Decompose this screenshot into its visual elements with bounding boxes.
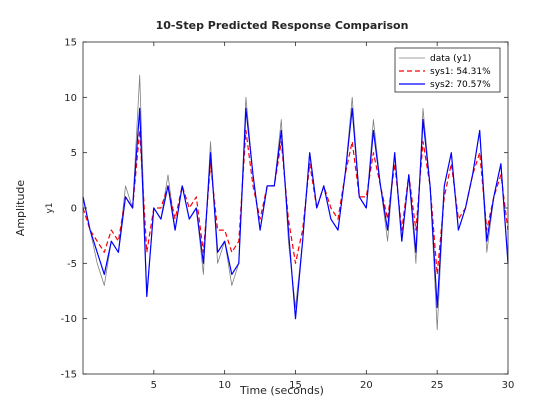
y-tick-label: 15: [64, 38, 77, 49]
x-tick-label: 5: [151, 380, 157, 391]
chart-title: 10-Step Predicted Response Comparison: [156, 19, 409, 32]
y-tick-label: 0: [71, 204, 77, 215]
axes-group: 5 10 15 20 25 30 -15 -10 -5 0 5 10 15: [61, 38, 515, 392]
legend-box: [394, 47, 501, 93]
legend: data (y1) sys1: 54.31% sys2: 70.57%: [394, 47, 501, 93]
series-line-sys2: [82, 107, 509, 320]
y-axis-label: Amplitude: [14, 180, 27, 237]
x-tick-label: 25: [431, 380, 444, 391]
legend-label-sys2: sys2: 70.57%: [430, 80, 491, 90]
legend-label-data: data (y1): [430, 54, 471, 64]
x-tick-label: 30: [502, 380, 515, 391]
series-group: [82, 74, 509, 331]
y-tick-label: 5: [71, 148, 77, 159]
legend-label-sys1: sys1: 54.31%: [430, 67, 491, 77]
channel-label: y1: [45, 202, 55, 213]
x-axis-label: Time (seconds): [239, 384, 324, 397]
x-tick-label: 20: [360, 380, 373, 391]
x-tick-label: 10: [218, 380, 231, 391]
y-tick-label: -15: [61, 370, 77, 381]
y-tick-label: -10: [61, 314, 77, 325]
y-tick-label: 10: [64, 93, 77, 104]
x-tick-label: 15: [289, 380, 302, 391]
y-tick-label: -5: [67, 259, 77, 270]
